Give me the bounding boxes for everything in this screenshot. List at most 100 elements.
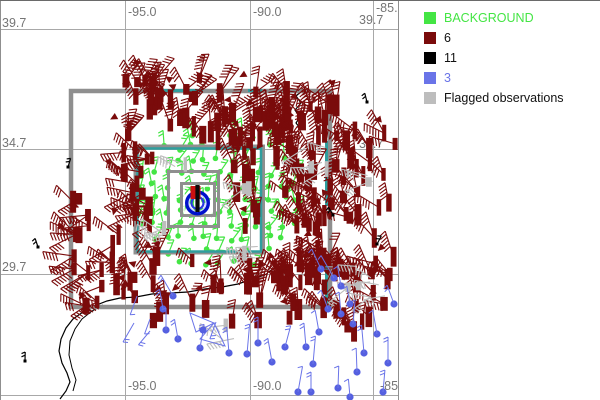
wind-barb (277, 225, 285, 238)
wind-barb (249, 86, 258, 115)
wind-barb (308, 248, 322, 270)
wind-barb (325, 206, 334, 216)
wind-barb (344, 181, 370, 197)
wind-barb (149, 179, 156, 197)
obs-station (249, 122, 256, 142)
obs-station (359, 313, 365, 330)
wind-barb (99, 152, 124, 162)
axis-label: -90.0 (253, 5, 282, 19)
wind-barb (221, 188, 245, 210)
wind-barb (86, 245, 113, 263)
wind-barb-flag (279, 297, 288, 305)
inner-domain-box (167, 170, 220, 228)
wind-barb (192, 149, 201, 162)
wind-barb (284, 141, 297, 166)
wind-barb (193, 54, 206, 78)
wind-barb (282, 241, 291, 271)
obs-station (120, 163, 128, 182)
wind-barb (88, 245, 113, 265)
legend-swatch-flagged (424, 92, 436, 104)
wind-barb-flag (128, 261, 137, 268)
wind-barb (351, 347, 358, 373)
wind-barb (21, 351, 26, 362)
obs-station (382, 124, 387, 142)
wind-barb-flag (278, 136, 287, 144)
obs-station (167, 89, 174, 110)
wind-barb (157, 129, 165, 146)
wind-barb (264, 221, 272, 236)
wind-barb (383, 284, 395, 305)
obs-station (116, 224, 121, 245)
wind-barb (125, 112, 145, 136)
wind-barb (225, 246, 245, 259)
wind-barb (306, 371, 312, 392)
legend-label-11: 11 (444, 50, 457, 65)
wind-barb (320, 164, 331, 188)
wind-barb (317, 289, 329, 310)
wind-barb (333, 365, 340, 389)
wind-barb (201, 99, 212, 132)
wind-barb (296, 202, 310, 225)
wind-barb-flag (280, 96, 288, 104)
wind-barb (267, 98, 276, 130)
wind-barb-flag (133, 59, 141, 67)
wind-barb (49, 233, 77, 254)
legend-swatch-3 (424, 72, 436, 84)
wind-barb (129, 295, 138, 316)
wind-barb (66, 214, 89, 235)
wind-barb (359, 211, 375, 239)
wind-barb (242, 124, 254, 143)
wind-barb (356, 324, 365, 354)
wind-barb (121, 61, 139, 82)
coastline (58, 89, 304, 400)
wind-barb (318, 91, 327, 118)
wind-barb (226, 212, 234, 227)
wind-barb (334, 291, 342, 315)
obs-station (110, 234, 116, 257)
wind-barb (115, 167, 142, 177)
wind-barb (303, 86, 331, 105)
obs-station (322, 205, 327, 227)
wind-barb (299, 161, 323, 175)
wind-barb-flag (168, 84, 177, 91)
wind-barb (351, 216, 375, 239)
wind-barb (155, 288, 164, 310)
wind-barb-flag (120, 279, 129, 286)
wind-barb (106, 186, 133, 198)
obs-station (253, 86, 259, 98)
wind-barb (241, 302, 259, 323)
wind-barb (317, 255, 335, 279)
wind-barb-flag (111, 207, 119, 216)
map-canvas[interactable]: -95.0-90.0-85.39.734.739.734.729.7-95.0-… (0, 1, 399, 400)
wind-barb (331, 80, 341, 106)
wind-barb (371, 256, 391, 275)
obs-station (342, 130, 351, 151)
wind-barb (78, 285, 102, 301)
legend-label-3: 3 (444, 70, 451, 85)
wind-barb (348, 292, 372, 302)
wind-barb (250, 65, 261, 93)
wind-barb (313, 147, 327, 172)
wind-barb (156, 156, 176, 169)
obs-station (341, 307, 347, 326)
obs-station (183, 84, 190, 95)
wind-barb (204, 94, 225, 121)
wind-barb (235, 245, 258, 255)
wind-barb (366, 261, 388, 280)
wind-barb (328, 251, 339, 272)
obs-station (196, 72, 203, 83)
wind-barb (245, 102, 255, 132)
wind-barb (260, 248, 285, 268)
wind-barb (217, 236, 226, 253)
wind-barb (135, 143, 153, 159)
wind-barb (296, 82, 312, 107)
wind-barb (142, 227, 165, 243)
wind-barb (274, 250, 288, 271)
wind-barb (221, 111, 237, 142)
obs-station (354, 158, 359, 178)
obs-station (376, 199, 382, 216)
obs-station (311, 194, 317, 207)
wind-barb (142, 72, 152, 98)
wind-barb-flag (256, 141, 264, 150)
